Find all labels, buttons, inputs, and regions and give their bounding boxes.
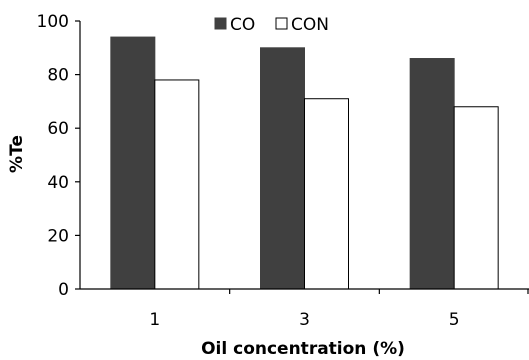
y-tick-label: 60 [47, 119, 69, 139]
legend: CO CON [214, 15, 329, 35]
y-tick-label: 40 [47, 173, 69, 193]
x-tick-label: 5 [449, 310, 460, 330]
y-tick-label: 0 [58, 280, 69, 300]
x-tick-label: 1 [149, 310, 160, 330]
bar-con-3 [304, 98, 349, 290]
legend-swatch-con [275, 17, 288, 30]
bar-co-1 [110, 36, 156, 290]
y-axis-label: %Te [7, 135, 27, 173]
x-axis-label: Oil concentration (%) [201, 339, 405, 359]
legend-swatch-co [214, 17, 227, 30]
bar-co-3 [260, 47, 305, 290]
legend-label-con: CON [291, 15, 329, 35]
x-axis-ticks: 1 3 5 [149, 289, 529, 330]
y-tick-label: 100 [37, 12, 69, 32]
bar-co-5 [409, 58, 455, 290]
y-axis-ticks: 0 20 40 60 80 100 [37, 12, 80, 300]
y-tick-label: 20 [47, 226, 69, 246]
legend-label-co: CO [230, 15, 255, 35]
bar-con-5 [453, 106, 499, 290]
bar-con-1 [154, 79, 200, 290]
bars-group [110, 36, 499, 290]
x-tick-label: 3 [299, 310, 310, 330]
y-tick-label: 80 [47, 66, 69, 86]
